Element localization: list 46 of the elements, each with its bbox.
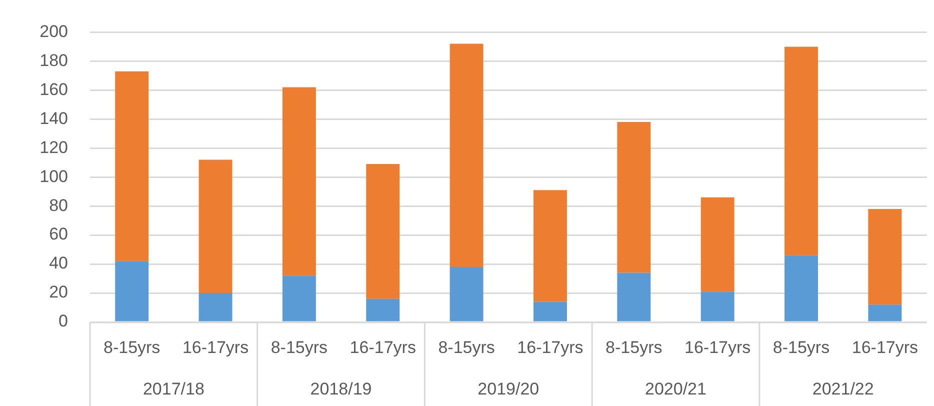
x-tick-label: 16-17yrs <box>517 338 584 357</box>
bar <box>784 46 818 256</box>
x-tick-label: 8-15yrs <box>772 338 830 357</box>
bar <box>198 293 232 322</box>
x-tick-label: 8-15yrs <box>270 338 328 357</box>
text: 2021/22 <box>812 380 874 399</box>
text: 2020/21 <box>645 380 706 399</box>
bar <box>784 255 818 322</box>
x-tick-label: 16-17yrs <box>182 338 249 357</box>
bar <box>282 87 316 276</box>
y-tick-label: 60 <box>49 224 68 244</box>
bar <box>700 292 734 322</box>
bar <box>533 302 567 322</box>
y-tick-label: 180 <box>40 50 68 70</box>
x-tick-label: 8-15yrs <box>438 338 495 357</box>
x-tick-label: 8-15yrs <box>103 338 160 357</box>
bar <box>366 298 400 322</box>
y-tick-label: 200 <box>40 22 68 41</box>
bar <box>617 122 651 273</box>
y-tick-label: 100 <box>40 166 68 186</box>
bar <box>533 190 567 302</box>
bar <box>366 164 400 299</box>
bar <box>450 266 484 322</box>
y-tick-label: 140 <box>40 108 68 128</box>
bar <box>282 276 316 322</box>
y-tick-label: 20 <box>49 282 68 302</box>
y-tick-label: 40 <box>49 254 68 273</box>
x-tick-label: 16-17yrs <box>852 338 918 357</box>
x-tick-label: 8-15yrs <box>606 338 662 357</box>
bar <box>868 304 902 322</box>
x-tick-label: 16-17yrs <box>684 338 751 357</box>
bar <box>115 261 149 322</box>
text: 2019/20 <box>478 380 540 399</box>
y-tick-label: 80 <box>49 196 68 215</box>
bar <box>115 71 149 262</box>
y-tick-label: 120 <box>40 138 68 157</box>
y-tick-label: 0 <box>58 312 68 331</box>
x-tick-label: 16-17yrs <box>350 338 416 357</box>
bar <box>617 272 651 322</box>
text: 2017/18 <box>142 380 204 399</box>
text: 2018/19 <box>310 380 372 399</box>
bar <box>700 197 734 292</box>
bar <box>198 160 232 294</box>
bar <box>868 208 902 305</box>
y-tick-label: 160 <box>40 80 68 99</box>
bar <box>450 44 484 267</box>
